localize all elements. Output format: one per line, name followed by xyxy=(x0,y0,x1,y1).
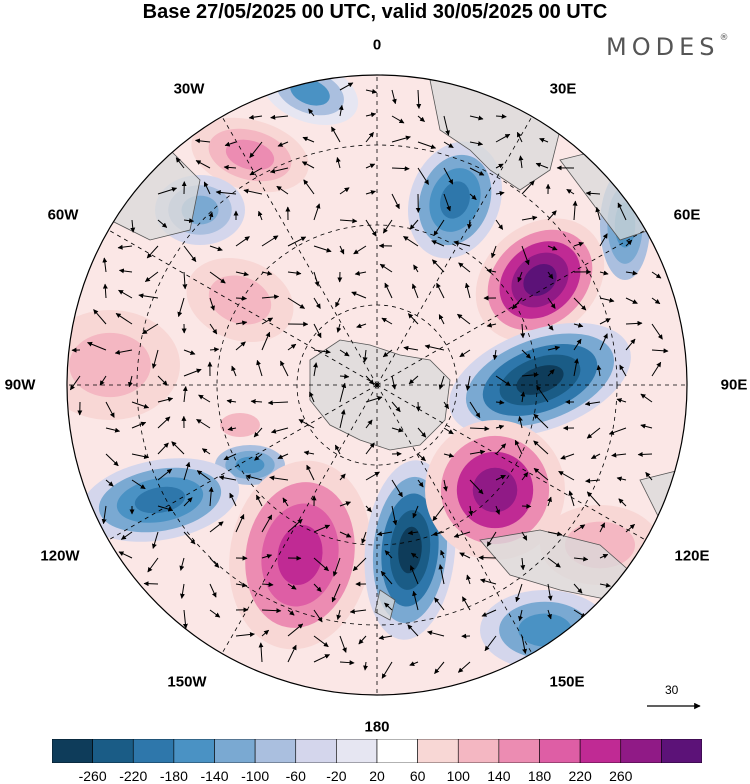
colorbar-swatch xyxy=(458,739,499,763)
colorbar-swatch xyxy=(255,739,296,763)
label-0: 0 xyxy=(373,37,381,54)
vector-scale-label: 30 xyxy=(665,683,678,697)
wind-arrow xyxy=(236,298,247,299)
label-90e: 90E xyxy=(721,377,748,394)
colorbar-tick-label: -60 xyxy=(286,768,306,784)
label-150e: 150E xyxy=(549,674,584,691)
colorbar-swatch xyxy=(621,739,662,763)
map-field xyxy=(40,47,700,710)
colorbar-tick-label: 220 xyxy=(568,768,591,784)
label-30e: 30E xyxy=(550,81,577,98)
colorbar-tick-label: 60 xyxy=(410,768,426,784)
label-120e: 120E xyxy=(674,548,709,565)
colorbar xyxy=(52,739,702,763)
wind-arrow xyxy=(522,506,531,507)
colorbar-swatch xyxy=(418,739,459,763)
wind-arrow xyxy=(144,583,158,584)
colorbar-swatch xyxy=(174,739,215,763)
colorbar-swatch xyxy=(377,739,418,763)
label-90w: 90W xyxy=(5,377,36,394)
colorbar-swatch xyxy=(52,739,93,763)
colorbar-swatch xyxy=(336,739,377,763)
label-60w: 60W xyxy=(48,207,79,224)
colorbar-tick-label: -100 xyxy=(241,768,269,784)
anomaly-contour xyxy=(518,614,572,647)
wind-arrow xyxy=(418,402,419,411)
anomaly-contour xyxy=(69,333,151,397)
pole-marker xyxy=(375,383,379,387)
label-60e: 60E xyxy=(674,207,701,224)
colorbar-tick-label: -220 xyxy=(119,768,147,784)
colorbar-swatch xyxy=(93,739,134,763)
anomaly-contour xyxy=(220,413,260,437)
colorbar-swatch xyxy=(215,739,256,763)
colorbar-tick-label: 180 xyxy=(528,768,551,784)
colorbar-swatch xyxy=(133,739,174,763)
colorbar-tick-label: -260 xyxy=(79,768,107,784)
label-150w: 150W xyxy=(167,674,206,691)
colorbar-tick-label: 20 xyxy=(369,768,385,784)
colorbar-swatch xyxy=(580,739,621,763)
label-180: 180 xyxy=(364,719,389,736)
colorbar-swatch xyxy=(540,739,581,763)
colorbar-swatch xyxy=(499,739,540,763)
colorbar-tick-label: 260 xyxy=(609,768,632,784)
colorbar-tick-label: -180 xyxy=(160,768,188,784)
colorbar-tick-label: 100 xyxy=(447,768,470,784)
colorbar-tick-label: -140 xyxy=(200,768,228,784)
colorbar-tick-label: -20 xyxy=(326,768,346,784)
label-120w: 120W xyxy=(40,548,79,565)
colorbar-swatch xyxy=(661,739,702,763)
colorbar-swatch xyxy=(296,739,337,763)
colorbar-tick-label: 140 xyxy=(487,768,510,784)
vector-scale-arrow xyxy=(645,698,705,714)
wind-arrow xyxy=(638,454,652,455)
label-30w: 30W xyxy=(174,81,205,98)
anomaly-contour xyxy=(236,457,265,473)
